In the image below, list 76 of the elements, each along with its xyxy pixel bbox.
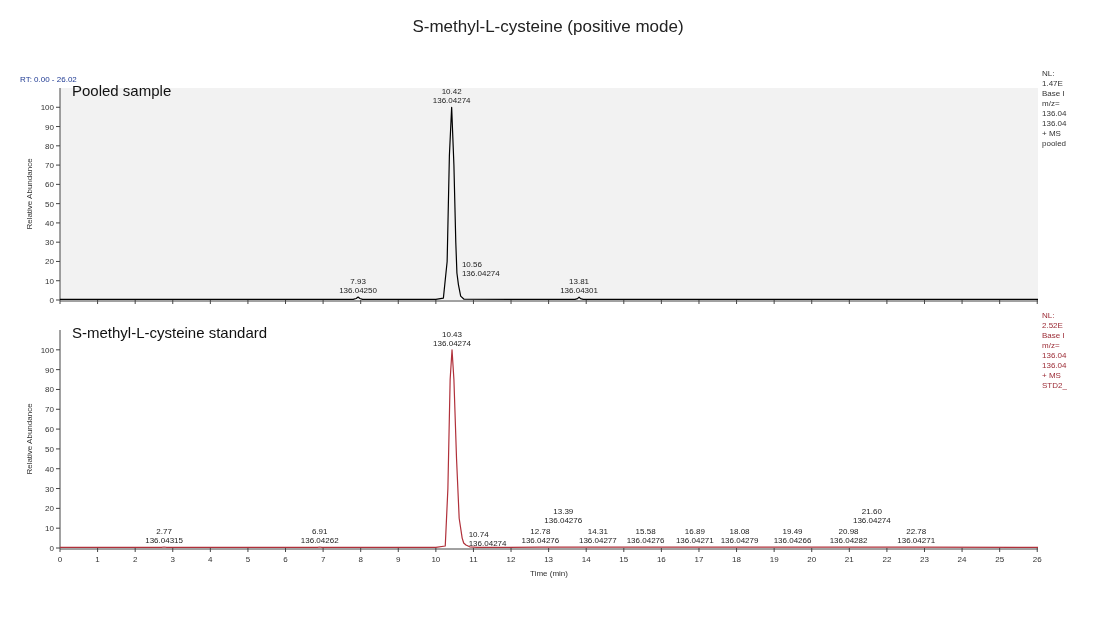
y-tick-label: 40 xyxy=(45,218,55,228)
annotation: 7.93 136.04250 xyxy=(339,277,378,296)
y-tick-label: 30 xyxy=(45,484,55,494)
annotation: 12.78 136.04276 xyxy=(521,527,560,546)
y-tick-label: 10 xyxy=(45,276,55,286)
annotation: 19.49 136.04266 xyxy=(773,527,813,546)
annotation: 10.43 136.04274 xyxy=(433,329,472,348)
annotation: 10.42 136.04274 xyxy=(432,87,472,106)
annotation: 10.74 136.04274 xyxy=(468,530,508,549)
x-tick-label: 11 xyxy=(469,555,479,564)
y-axis-title: Relative Abundance xyxy=(25,157,34,230)
annotation: 6.91 136.04262 xyxy=(300,527,340,546)
y-tick-label: 30 xyxy=(45,238,55,248)
annotation: 13.81 136.04301 xyxy=(560,277,599,296)
y-tick-label: 0 xyxy=(49,544,55,553)
chart-subtitle: S-methyl-L-cysteine standard xyxy=(72,324,268,341)
y-tick-label: 50 xyxy=(45,199,55,209)
annotation: 2.77 136.04315 xyxy=(145,527,184,546)
y-tick-label: 40 xyxy=(45,464,55,474)
x-tick-label: 7 xyxy=(320,555,326,564)
x-tick-label: 14 xyxy=(581,555,592,564)
x-tick-label: 16 xyxy=(656,555,667,564)
x-tick-label: 13 xyxy=(544,555,554,564)
annotation: 15.58 136.04276 xyxy=(626,527,666,546)
x-tick-label: 5 xyxy=(245,555,251,564)
y-tick-label: 100 xyxy=(40,345,55,355)
x-tick-label: 8 xyxy=(358,555,364,564)
x-tick-label: 1 xyxy=(95,555,101,564)
annotation: 13.39 136.04276 xyxy=(544,507,583,526)
x-tick-label: 0 xyxy=(57,555,63,564)
x-tick-label: 17 xyxy=(694,555,704,564)
y-tick-label: 50 xyxy=(45,444,55,454)
x-tick-label: 4 xyxy=(208,555,214,564)
y-tick-label: 70 xyxy=(45,161,55,171)
x-tick-label: 12 xyxy=(506,555,517,564)
y-tick-label: 20 xyxy=(45,257,55,267)
x-tick-label: 25 xyxy=(995,555,1005,564)
x-tick-label: 2 xyxy=(132,555,138,564)
chart-subtitle: Pooled sample xyxy=(72,82,172,99)
annotation: 16.89 136.04271 xyxy=(675,527,715,546)
x-tick-label: 3 xyxy=(170,555,176,564)
y-tick-label: 0 xyxy=(49,296,55,305)
annotation: 18.08 136.04279 xyxy=(720,527,760,546)
y-tick-label: 60 xyxy=(45,180,55,190)
y-tick-label: 80 xyxy=(45,385,55,395)
annotation: 20.98 136.04282 xyxy=(829,527,869,546)
x-tick-label: 23 xyxy=(920,555,930,564)
y-tick-label: 70 xyxy=(45,405,55,415)
chart-title: S-methyl-L-cysteine (positive mode) xyxy=(412,17,684,36)
x-tick-label: 10 xyxy=(431,555,441,564)
x-tick-label: 18 xyxy=(732,555,742,564)
x-axis-title: Time (min) xyxy=(530,569,569,578)
y-tick-label: 80 xyxy=(45,141,55,151)
y-tick-label: 100 xyxy=(40,103,55,113)
x-tick-label: 24 xyxy=(957,555,968,564)
annotation: 10.56 136.04274 xyxy=(461,260,501,279)
text: NL: 1.47E Base I m/z= 136.04 136.04 + MS pooled xyxy=(1042,69,1068,148)
x-tick-label: 15 xyxy=(619,555,629,564)
y-tick-label: 60 xyxy=(45,425,55,435)
y-tick-label: 20 xyxy=(45,504,55,514)
annotation: 21.60 136.04274 xyxy=(852,507,892,526)
x-tick-label: 6 xyxy=(283,555,289,564)
y-tick-label: 90 xyxy=(45,365,55,375)
x-tick-label: 9 xyxy=(396,555,402,564)
annotation: 22.78 136.04271 xyxy=(897,527,936,546)
x-tick-label: 22 xyxy=(882,555,892,564)
x-tick-label: 20 xyxy=(807,555,817,564)
annotation: 14.31 136.04277 xyxy=(578,527,618,546)
text: NL: 2.52E Base I m/z= 136.04 136.04 + MS STD2_ xyxy=(1042,311,1068,390)
y-tick-label: 10 xyxy=(45,524,55,534)
text: RT: 0.00 - 26.02 xyxy=(20,75,78,84)
x-tick-label: 21 xyxy=(844,555,855,564)
y-axis-title: Relative Abundance xyxy=(25,402,34,475)
y-tick-label: 90 xyxy=(45,122,55,132)
x-tick-label: 19 xyxy=(769,555,780,564)
x-tick-label: 26 xyxy=(1032,555,1043,564)
